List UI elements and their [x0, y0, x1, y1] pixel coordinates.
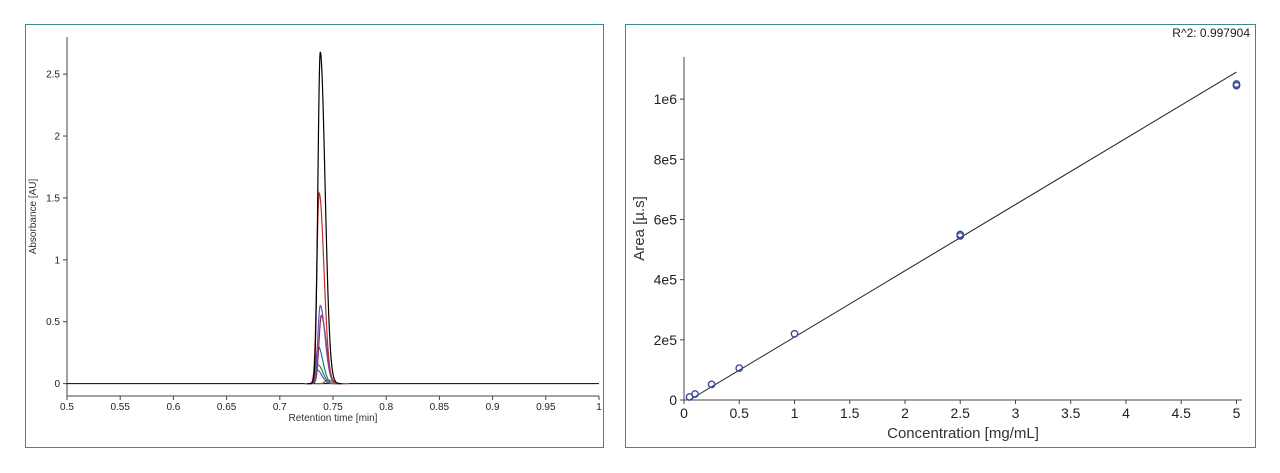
x-tick-label: 3 [1012, 405, 1020, 421]
y-tick-label: 1 [54, 255, 60, 266]
x-tick-label: 0.65 [217, 402, 237, 413]
peak-trace-5 [305, 364, 340, 385]
data-point-4 [790, 329, 799, 338]
x-tick-label: 4 [1122, 405, 1130, 421]
y-tick-label: 0 [669, 392, 677, 408]
x-tick-label: 0.5 [60, 402, 74, 413]
data-point-6 [956, 230, 965, 239]
y-tick-label: 0.5 [46, 317, 60, 328]
y-tick-label: 8e5 [654, 151, 678, 167]
data-point-1 [691, 390, 699, 398]
data-point-2 [707, 380, 716, 389]
y-tick-label: 2e5 [654, 332, 678, 348]
x-axis-title: Retention time [min] [289, 413, 378, 424]
x-tick-label: 0.5 [730, 405, 750, 421]
data-point-8 [1232, 80, 1241, 88]
chromatogram-panel: 0.5 0.55 0.6 0.65 0.7 0.75 0.8 0.85 0.9 0.95 1 0 0.5… [25, 24, 604, 448]
calibration-panel: 0 0.5 1 1.5 2 2.5 3 3.5 4 4.5 5 0 2e5 4e5 6e5 8e5 1e6 Con… [625, 24, 1256, 448]
peak-trace-2 [307, 304, 342, 385]
r-squared-annotation: R^2: 0.997904 [1172, 26, 1250, 40]
x-tick-label: 0.85 [430, 402, 450, 413]
peak-trace-1 [306, 191, 341, 385]
x-tick-label: 0.7 [273, 402, 287, 413]
x-tick-label: 0.75 [323, 402, 343, 413]
x-tick-label: 0.9 [486, 402, 500, 413]
x-tick-label: 3.5 [1061, 405, 1081, 421]
y-tick-label: 1.5 [46, 193, 60, 204]
chromatogram-chart: 0.5 0.55 0.6 0.65 0.7 0.75 0.8 0.85 0.9 0.95 1 0 0.5… [28, 37, 602, 424]
x-tick-label: 1.5 [840, 405, 860, 421]
x-tick-label: 1 [596, 402, 602, 413]
x-tick-label: 0.8 [379, 402, 393, 413]
x-tick-label: 0.6 [166, 402, 180, 413]
x-tick-label: 0.55 [110, 402, 130, 413]
x-tick-label: 2 [901, 405, 909, 421]
y-tick-label: 6e5 [654, 211, 678, 227]
x-tick-label: 5 [1233, 405, 1241, 421]
x-tick-label: 0.95 [536, 402, 556, 413]
x-tick-label: 2.5 [951, 405, 971, 421]
peak-trace-7 [314, 379, 349, 385]
y-tick-label: 4e5 [654, 272, 678, 288]
calibration-chart: 0 0.5 1 1.5 2 2.5 3 3.5 4 4.5 5 0 2e5 4e5 6e5 8e5 1e6 Con… [631, 26, 1250, 442]
x-tick-label: 1 [791, 405, 799, 421]
peak-trace-0 [307, 51, 342, 385]
y-tick-label: 2.5 [46, 70, 60, 81]
y-axis-title: Area [µ.s] [631, 196, 648, 261]
y-tick-label: 0 [54, 379, 60, 390]
x-tick-label: 4.5 [1171, 405, 1191, 421]
data-point-3 [735, 364, 744, 373]
y-axis-title: Absorbance [AU] [28, 178, 39, 254]
x-axis-title: Concentration [mg/mL] [887, 425, 1039, 442]
y-tick-label: 2 [54, 132, 60, 143]
y-tick-label: 1e6 [654, 91, 678, 107]
x-tick-label: 0 [680, 405, 688, 421]
